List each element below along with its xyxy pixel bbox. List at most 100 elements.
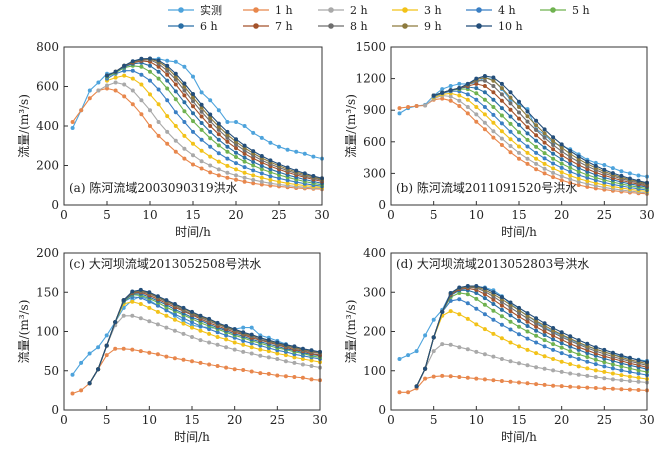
data-point	[208, 144, 213, 149]
data-point	[440, 96, 445, 101]
data-point	[576, 364, 581, 369]
data-point	[234, 146, 238, 151]
data-point	[568, 161, 573, 166]
data-point	[482, 74, 487, 78]
data-point	[423, 366, 428, 371]
data-point	[508, 340, 513, 345]
data-point	[104, 353, 109, 358]
data-point	[277, 170, 281, 175]
data-point	[224, 337, 229, 342]
data-point	[130, 68, 135, 73]
data-point	[448, 84, 453, 88]
legend-label: 6 h	[200, 20, 218, 33]
data-point	[165, 68, 170, 73]
data-point	[508, 327, 513, 332]
data-point	[234, 161, 238, 166]
data-point	[542, 127, 547, 132]
data-point	[172, 328, 177, 333]
data-point	[627, 369, 632, 374]
data-point	[148, 63, 152, 68]
data-point	[491, 135, 496, 140]
data-point	[251, 177, 256, 182]
data-point	[508, 129, 513, 134]
data-point	[224, 365, 229, 370]
data-point	[542, 140, 547, 145]
data-point	[147, 305, 152, 310]
data-point	[517, 361, 521, 366]
series-line	[106, 60, 323, 183]
data-point	[266, 349, 271, 354]
data-point	[568, 151, 573, 156]
series-line	[416, 292, 648, 387]
data-point	[155, 294, 160, 299]
data-point	[499, 129, 504, 134]
data-point	[208, 98, 213, 103]
data-point	[181, 305, 186, 310]
y-tick-label: 100	[363, 364, 386, 378]
legend-label: 7 h	[275, 20, 293, 33]
y-tick-label: 200	[36, 159, 59, 173]
data-point	[576, 154, 581, 159]
data-point	[431, 349, 436, 354]
data-point	[474, 376, 479, 381]
data-point	[585, 175, 590, 180]
data-point	[259, 182, 264, 187]
data-point	[181, 331, 186, 336]
data-point	[636, 178, 641, 183]
data-point	[199, 127, 204, 132]
data-point	[499, 136, 504, 141]
data-point	[423, 103, 428, 108]
legend-label: 10 h	[498, 20, 523, 33]
data-point	[610, 377, 615, 382]
data-point	[491, 354, 496, 359]
data-point	[234, 142, 238, 147]
legend-label: 9 h	[424, 20, 442, 33]
data-point	[534, 123, 539, 128]
data-point	[181, 316, 186, 321]
data-point	[542, 329, 547, 334]
data-point	[165, 129, 170, 134]
data-point	[156, 102, 161, 107]
data-point	[259, 135, 264, 140]
data-point	[542, 366, 547, 371]
data-point	[610, 362, 615, 367]
data-point	[232, 367, 237, 372]
y-tick-label: 400	[363, 246, 386, 260]
data-point	[122, 73, 127, 78]
series-line	[106, 59, 323, 181]
data-point	[585, 167, 590, 171]
x-tick-label: 30	[314, 208, 329, 222]
data-point	[508, 305, 513, 310]
data-point	[534, 316, 539, 321]
data-point	[508, 95, 513, 100]
data-point	[207, 316, 212, 321]
data-point	[517, 105, 521, 109]
data-point	[457, 312, 462, 317]
data-point	[397, 390, 402, 395]
series	[414, 342, 649, 389]
data-point	[585, 184, 590, 189]
data-point	[406, 105, 411, 109]
data-point	[499, 121, 504, 126]
data-point	[165, 72, 170, 77]
data-point	[534, 144, 539, 149]
data-point	[234, 120, 238, 124]
data-point	[182, 156, 187, 161]
data-point	[309, 364, 314, 368]
data-point	[199, 121, 204, 125]
y-tick-label: 800	[36, 40, 59, 54]
data-point	[525, 156, 530, 161]
data-point	[482, 286, 487, 291]
data-point	[277, 179, 281, 184]
data-point	[241, 368, 246, 372]
data-point	[593, 386, 598, 390]
series-line	[89, 315, 321, 384]
data-point	[491, 78, 496, 83]
data-point	[259, 175, 264, 180]
data-point	[268, 140, 273, 145]
data-point	[191, 99, 195, 104]
series-line	[416, 298, 648, 387]
data-point	[277, 176, 281, 181]
data-point	[465, 375, 470, 380]
